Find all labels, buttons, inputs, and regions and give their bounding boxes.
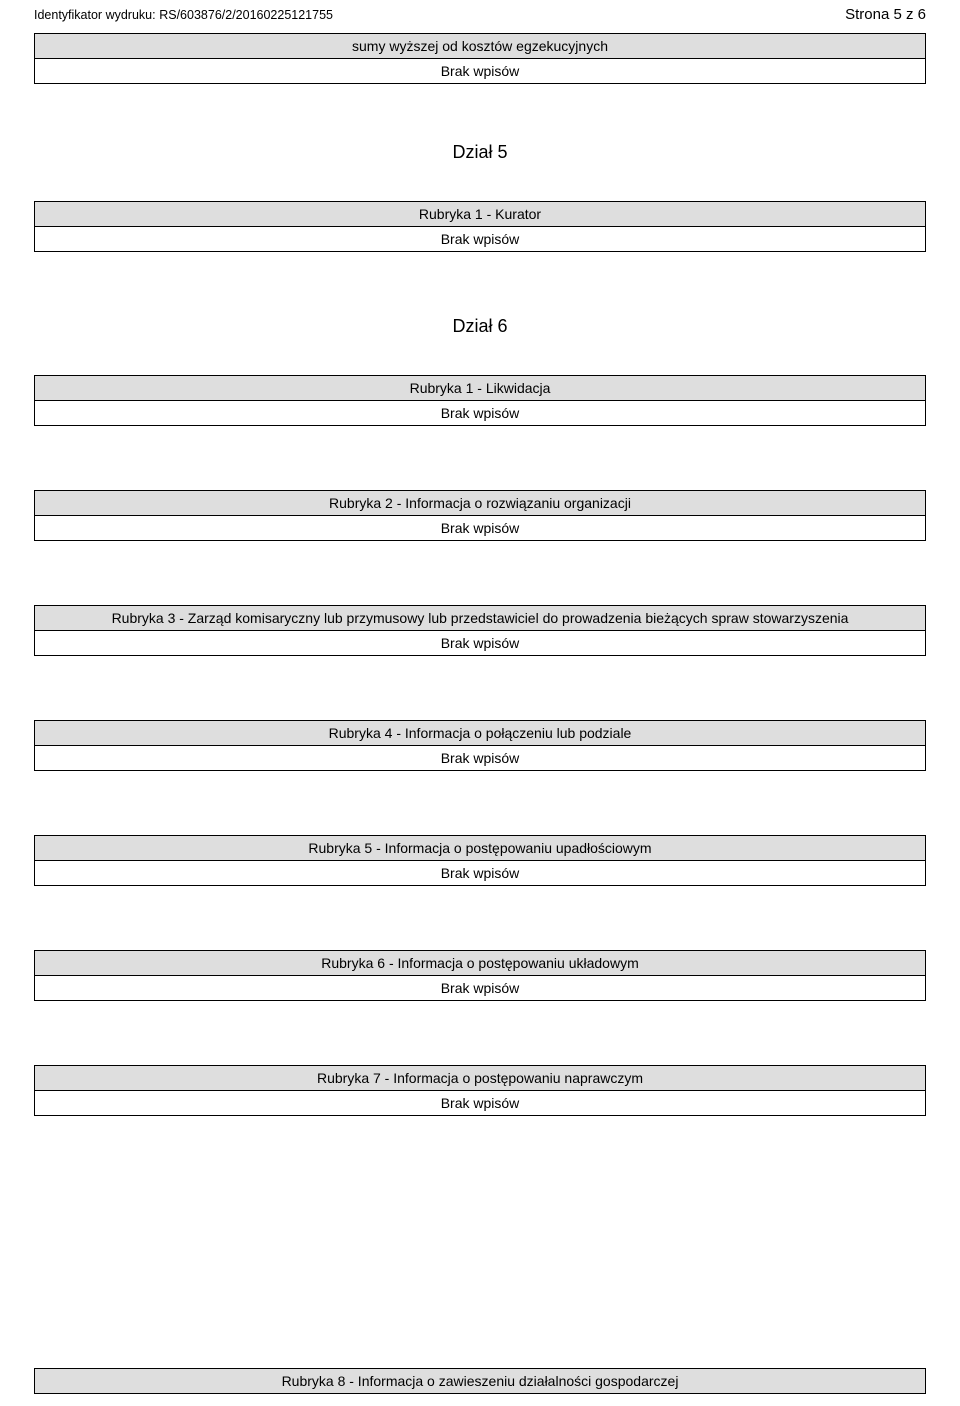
section-6-title: Dział 6 <box>34 316 926 337</box>
top-block-empty: Brak wpisów <box>34 59 926 84</box>
top-block-title: sumy wyższej od kosztów egzekucyjnych <box>34 33 926 59</box>
d6-r4-title: Rubryka 4 - Informacja o połączeniu lub … <box>34 720 926 746</box>
section-5-title: Dział 5 <box>34 142 926 163</box>
d6-r3-title: Rubryka 3 - Zarząd komisaryczny lub przy… <box>34 605 926 631</box>
d6-r6-title: Rubryka 6 - Informacja o postępowaniu uk… <box>34 950 926 976</box>
page-number: Strona 5 z 6 <box>845 6 926 23</box>
d6-r3-empty: Brak wpisów <box>34 631 926 656</box>
d6-r4-empty: Brak wpisów <box>34 746 926 771</box>
d6-r7-title: Rubryka 7 - Informacja o postępowaniu na… <box>34 1065 926 1091</box>
d6-r1-title: Rubryka 1 - Likwidacja <box>34 375 926 401</box>
d6-rubryka-4: Rubryka 4 - Informacja o połączeniu lub … <box>34 720 926 771</box>
d6-rubryka-6: Rubryka 6 - Informacja o postępowaniu uk… <box>34 950 926 1001</box>
print-identifier: Identyfikator wydruku: RS/603876/2/20160… <box>34 7 333 22</box>
d6-r2-title: Rubryka 2 - Informacja o rozwiązaniu org… <box>34 490 926 516</box>
d6-r6-empty: Brak wpisów <box>34 976 926 1001</box>
d6-r7-empty: Brak wpisów <box>34 1091 926 1116</box>
d6-rubryka-3: Rubryka 3 - Zarząd komisaryczny lub przy… <box>34 605 926 656</box>
page-container: Identyfikator wydruku: RS/603876/2/20160… <box>0 0 960 1406</box>
d6-rubryka-1: Rubryka 1 - Likwidacja Brak wpisów <box>34 375 926 426</box>
d5-rubryka-1: Rubryka 1 - Kurator Brak wpisów <box>34 201 926 252</box>
id-label: Identyfikator wydruku: <box>34 8 156 22</box>
d6-rubryka-8: Rubryka 8 - Informacja o zawieszeniu dzi… <box>34 1368 926 1394</box>
d6-r5-empty: Brak wpisów <box>34 861 926 886</box>
d6-rubryka-5: Rubryka 5 - Informacja o postępowaniu up… <box>34 835 926 886</box>
d6-r2-empty: Brak wpisów <box>34 516 926 541</box>
d6-r5-title: Rubryka 5 - Informacja o postępowaniu up… <box>34 835 926 861</box>
document-header: Identyfikator wydruku: RS/603876/2/20160… <box>34 6 926 23</box>
d6-r1-empty: Brak wpisów <box>34 401 926 426</box>
id-value: RS/603876/2/20160225121755 <box>159 8 333 22</box>
d6-rubryka-2: Rubryka 2 - Informacja o rozwiązaniu org… <box>34 490 926 541</box>
d5-r1-empty: Brak wpisów <box>34 227 926 252</box>
d5-r1-title: Rubryka 1 - Kurator <box>34 201 926 227</box>
top-block: sumy wyższej od kosztów egzekucyjnych Br… <box>34 33 926 84</box>
d6-rubryka-7: Rubryka 7 - Informacja o postępowaniu na… <box>34 1065 926 1116</box>
d6-r8-title: Rubryka 8 - Informacja o zawieszeniu dzi… <box>34 1368 926 1394</box>
